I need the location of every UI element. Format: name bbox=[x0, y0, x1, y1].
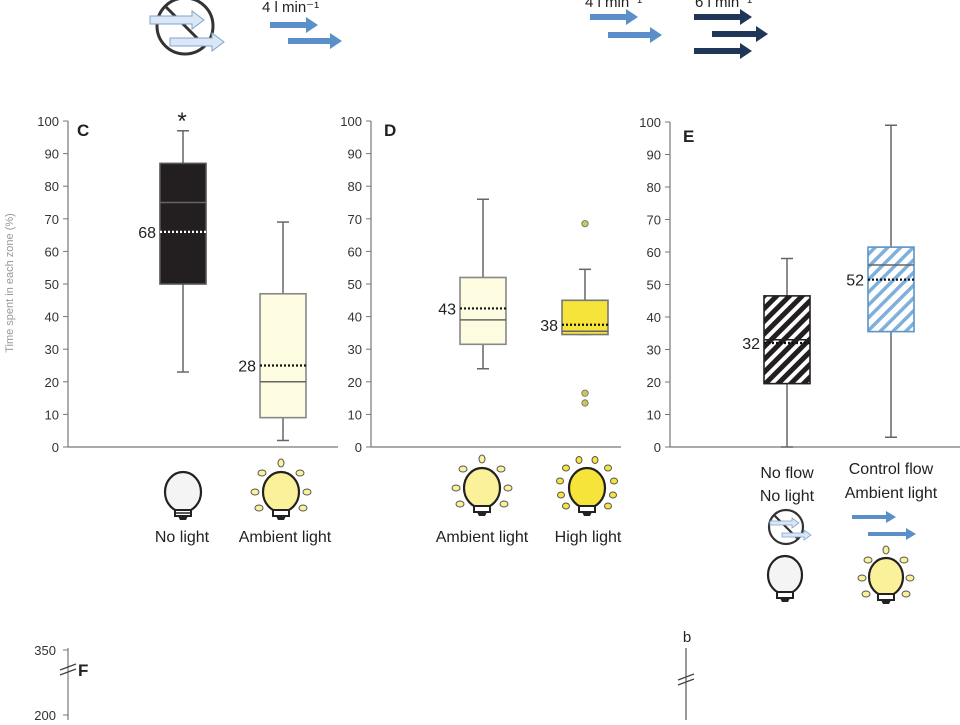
y-axis-label: Time spent in each zone (%) bbox=[4, 213, 16, 353]
panel-e-ticks: 0 10 20 30 40 50 60 70 80 90 100 bbox=[639, 115, 670, 455]
y-tick-label: 90 bbox=[45, 147, 59, 162]
panel-c-boxes: 68 28 bbox=[138, 130, 307, 442]
y-tick-label: 50 bbox=[45, 277, 59, 292]
panel-c-letter: C bbox=[77, 121, 89, 140]
y-tick-label: 10 bbox=[348, 407, 362, 422]
mean-value-label: 52 bbox=[846, 273, 864, 290]
flow-a-label: 4 l min⁻¹ bbox=[262, 0, 319, 16]
category-control-flow-line1: Control flow bbox=[849, 461, 934, 478]
y-tick-label: 0 bbox=[52, 440, 59, 455]
category-no-light: No light bbox=[155, 529, 210, 546]
y-tick-label: 80 bbox=[348, 179, 362, 194]
y-tick-label: 60 bbox=[348, 244, 362, 259]
panel-c: Time spent in each zone (%) 0 10 20 30 40 50 6… bbox=[4, 108, 338, 546]
y-tick-label: 30 bbox=[647, 343, 661, 358]
y-tick-label: 30 bbox=[45, 342, 59, 357]
box-body bbox=[561, 299, 609, 336]
panel-f-letter: F bbox=[78, 661, 88, 680]
category-control-flow-line2: Ambient light bbox=[845, 485, 938, 502]
panel-d-boxes: 43 38 bbox=[438, 198, 609, 407]
panel-d-ticks: 0 10 20 30 40 50 60 70 80 90 100 bbox=[340, 114, 371, 455]
no-flow-icon bbox=[149, 0, 225, 56]
y-tick-label: 70 bbox=[647, 213, 661, 228]
y-tick-label: 60 bbox=[45, 244, 59, 259]
significance-asterisk: * bbox=[177, 108, 186, 135]
bulb-off-icon bbox=[163, 470, 203, 520]
y-tick-label: 0 bbox=[355, 440, 362, 455]
flow-b-arrows-icon bbox=[590, 9, 662, 43]
panel-f-ytick-200: 200 bbox=[34, 708, 56, 720]
y-tick-label: 0 bbox=[654, 440, 661, 455]
bulb-high-icon bbox=[556, 456, 618, 516]
mean-value-label: 32 bbox=[742, 336, 760, 353]
y-tick-label: 70 bbox=[45, 212, 59, 227]
outlier-point bbox=[581, 389, 589, 397]
y-tick-label: 20 bbox=[348, 375, 362, 390]
y-tick-label: 10 bbox=[45, 407, 59, 422]
category-no-flow-line1: No flow bbox=[760, 465, 814, 482]
y-tick-label: 50 bbox=[348, 277, 362, 292]
y-tick-label: 90 bbox=[647, 148, 661, 163]
category-ambient-light-d: Ambient light bbox=[436, 529, 529, 546]
no-flow-small-icon bbox=[767, 508, 812, 546]
y-tick-label: 40 bbox=[647, 310, 661, 325]
y-tick-label: 40 bbox=[45, 310, 59, 325]
panel-e-boxes: 32 52 bbox=[742, 124, 915, 448]
panel-d-letter: D bbox=[384, 121, 396, 140]
mean-value-label: 43 bbox=[438, 301, 456, 318]
box-body bbox=[867, 246, 915, 333]
axis-break-icon bbox=[59, 663, 77, 676]
outlier-point bbox=[581, 220, 589, 228]
mean-value-label: 28 bbox=[238, 359, 256, 376]
y-tick-label: 60 bbox=[647, 245, 661, 260]
y-tick-label: 10 bbox=[647, 408, 661, 423]
panel-c-ticks: 0 10 20 30 40 50 60 70 80 90 100 bbox=[37, 114, 68, 455]
bulb-ambient-icon bbox=[451, 454, 513, 516]
mean-value-label: 68 bbox=[138, 225, 156, 242]
flow-b-label: 4 l min⁻¹ bbox=[585, 0, 642, 11]
bulb-ambient-icon bbox=[250, 458, 312, 520]
y-tick-label: 100 bbox=[639, 115, 661, 130]
category-high-light: High light bbox=[555, 529, 622, 546]
y-tick-label: 20 bbox=[45, 375, 59, 390]
y-tick-label: 30 bbox=[348, 342, 362, 357]
bulb-ambient-small-icon bbox=[857, 545, 915, 604]
panel-e-letter: E bbox=[683, 127, 694, 146]
flow-c-arrows-icon bbox=[694, 9, 768, 59]
y-tick-label: 100 bbox=[37, 114, 59, 129]
y-tick-label: 90 bbox=[348, 147, 362, 162]
flow-c-label: 6 l min⁻¹ bbox=[695, 0, 752, 11]
panel-e: 0 10 20 30 40 50 60 70 80 90 100 E 32 52 No flow No… bbox=[639, 115, 960, 604]
box-body bbox=[159, 162, 207, 285]
y-tick-label: 80 bbox=[45, 179, 59, 194]
y-tick-label: 40 bbox=[348, 310, 362, 325]
category-no-flow-line2: No light bbox=[760, 488, 815, 505]
outlier-point bbox=[581, 399, 589, 407]
panel-f-ytick-350: 350 bbox=[34, 643, 56, 658]
y-tick-label: 70 bbox=[348, 212, 362, 227]
y-tick-label: 80 bbox=[647, 180, 661, 195]
y-tick-label: 20 bbox=[647, 375, 661, 390]
box-body bbox=[459, 276, 507, 346]
top-strip: 4 l min⁻¹ 4 l min⁻¹ 6 l min⁻¹ bbox=[149, 0, 768, 59]
category-ambient-light-c: Ambient light bbox=[239, 529, 332, 546]
flow-small-arrows-icon bbox=[852, 511, 916, 540]
mean-value-label: 38 bbox=[540, 318, 558, 335]
panel-f-annotation-b: b bbox=[683, 629, 691, 646]
y-tick-label: 50 bbox=[647, 278, 661, 293]
panel-d: 0 10 20 30 40 50 60 70 80 90 100 D 43 38 bbox=[340, 114, 622, 546]
box-body bbox=[259, 292, 307, 419]
axis-break-icon bbox=[677, 673, 695, 686]
flow-a-arrows-icon bbox=[270, 17, 342, 49]
y-tick-label: 100 bbox=[340, 114, 362, 129]
bulb-off-small-icon bbox=[766, 554, 804, 602]
panel-f: 350 F 200 b bbox=[34, 629, 695, 723]
